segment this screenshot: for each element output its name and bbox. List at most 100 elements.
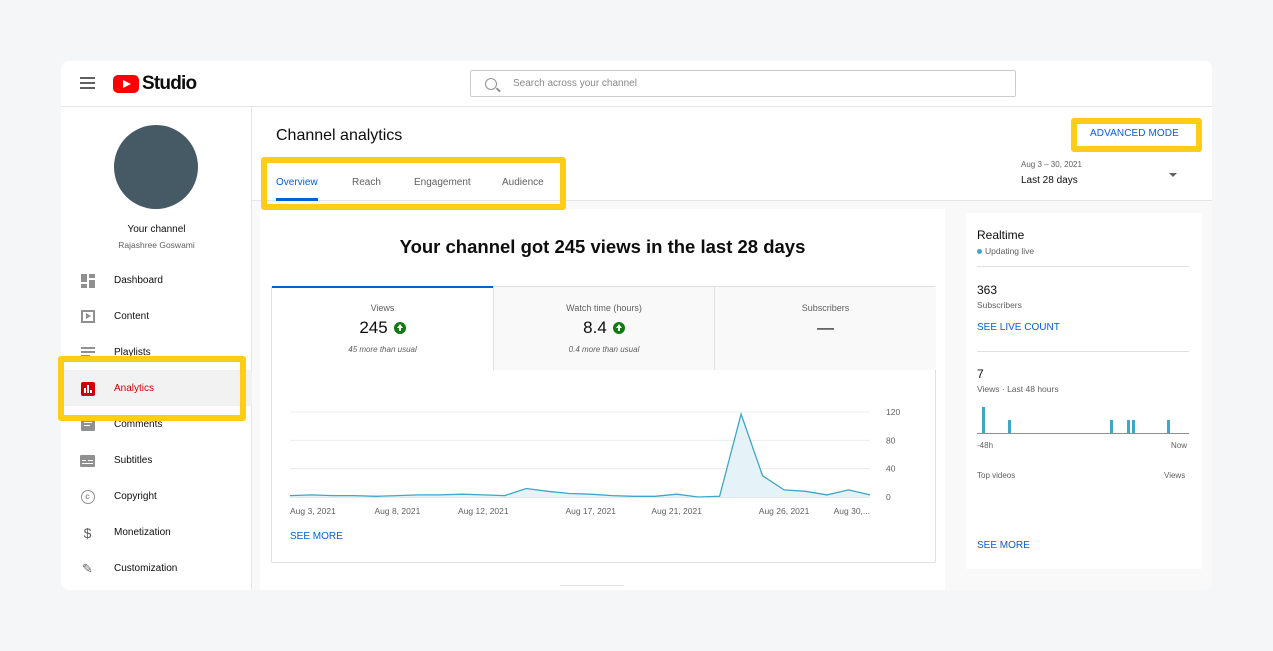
x-tick-label: Aug 26, 2021 [759, 506, 810, 516]
metric-name: Watch time (hours) [566, 303, 642, 313]
realtime-see-more-link[interactable]: SEE MORE [977, 540, 1030, 551]
live-dot-icon [977, 248, 982, 254]
y-tick-label: 0 [886, 492, 891, 502]
studio-window: Studio Your channel Rajashree Goswami Da… [61, 61, 1212, 590]
comments-icon [80, 417, 95, 432]
sidebar-item-label: Comments [114, 418, 163, 430]
metric-subscribers[interactable]: Subscribers — [714, 287, 936, 370]
sidebar-item-customization[interactable]: ✎ Customization [61, 550, 252, 586]
sidebar-item-copyright[interactable]: c Copyright [61, 478, 252, 514]
x-tick-label: Aug 17, 2021 [565, 506, 616, 516]
sidebar-item-label: Customization [114, 562, 178, 574]
realtime-status: Updating live [977, 246, 1034, 256]
scroll-indicator [560, 585, 624, 586]
studio-logo[interactable]: Studio [113, 73, 197, 95]
realtime-axis-end: Now [1171, 441, 1188, 450]
tab-reach[interactable]: Reach [352, 177, 381, 188]
sidebar-item-label: Dashboard [114, 274, 163, 286]
realtime-bar [1132, 420, 1135, 433]
top-videos-label: Top videos [977, 471, 1016, 480]
date-range-text: Aug 3 – 30, 2021 [1021, 160, 1082, 169]
dashboard-icon [80, 273, 95, 288]
x-tick-label: Aug 30,... [834, 506, 870, 516]
chart-series-line [289, 411, 871, 498]
date-range-label: Last 28 days [1021, 175, 1078, 186]
menu-icon[interactable] [80, 77, 95, 89]
channel-title: Your channel [127, 224, 186, 235]
metric-comparison: 0.4 more than usual [568, 345, 640, 354]
realtime-title: Realtime [977, 228, 1025, 242]
realtime-views-label: Views · Last 48 hours [977, 384, 1059, 394]
metric-views[interactable]: Views 245 45 more than usual [272, 286, 493, 370]
y-tick-label: 120 [886, 407, 900, 417]
metric-name: Views [370, 303, 395, 313]
see-live-count-link[interactable]: SEE LIVE COUNT [977, 322, 1060, 333]
channel-name: Rajashree Goswami [118, 240, 195, 250]
y-tick-label: 40 [886, 464, 896, 474]
sidebar-item-monetization[interactable]: $ Monetization [61, 514, 252, 550]
playlists-icon [80, 345, 95, 360]
sidebar-item-label: Analytics [114, 382, 155, 394]
copyright-icon: c [80, 489, 95, 504]
content-icon [80, 309, 95, 324]
chevron-down-icon[interactable] [1169, 173, 1177, 177]
advanced-mode-button[interactable]: ADVANCED MODE [1090, 128, 1179, 139]
sidebar-item-label: Monetization [114, 526, 171, 538]
realtime-axis-start: -48h [977, 441, 994, 450]
logo-text: Studio [142, 73, 197, 94]
overview-headline: Your channel got 245 views in the last 2… [399, 236, 806, 257]
metric-name: Subscribers [801, 303, 850, 313]
sidebar-item-comments[interactable]: Comments [61, 406, 252, 442]
realtime-bar [1127, 420, 1130, 433]
tab-audience[interactable]: Audience [502, 177, 544, 188]
active-tab-indicator [276, 198, 318, 201]
youtube-play-icon [113, 75, 139, 93]
search-box[interactable] [470, 70, 1016, 97]
realtime-live-text: Updating live [985, 246, 1035, 256]
realtime-bar [1110, 420, 1113, 433]
metrics-panel: Views 245 45 more than usual Watch time … [271, 286, 936, 563]
realtime-views-count: 7 [977, 367, 984, 381]
sidebar-item-content[interactable]: Content [61, 298, 252, 334]
x-tick-label: Aug 3, 2021 [290, 506, 336, 516]
subtitles-icon [80, 453, 95, 468]
metric-value: 8.4 [583, 318, 607, 337]
realtime-bar [1167, 420, 1170, 433]
top-bar: Studio [61, 61, 1212, 107]
analytics-header: Channel analytics ADVANCED MODE Overview… [252, 107, 1212, 201]
realtime-views-bars [977, 405, 1189, 435]
search-input[interactable] [513, 78, 993, 89]
see-more-link[interactable]: SEE MORE [290, 531, 343, 542]
search-icon[interactable] [485, 77, 497, 90]
realtime-subscribers-count: 363 [977, 283, 998, 297]
sidebar: Your channel Rajashree Goswami Dashboard… [61, 107, 252, 590]
trend-up-icon [393, 322, 406, 334]
sidebar-item-analytics[interactable]: Analytics [61, 370, 252, 406]
tab-engagement[interactable]: Engagement [414, 177, 471, 188]
top-videos-views-header: Views [1164, 471, 1186, 480]
tab-overview[interactable]: Overview [276, 177, 318, 188]
monetization-icon: $ [83, 524, 92, 541]
sidebar-item-subtitles[interactable]: Subtitles [61, 442, 252, 478]
sidebar-item-label: Copyright [114, 490, 157, 502]
sidebar-item-label: Playlists [114, 346, 151, 358]
main-area: Channel analytics ADVANCED MODE Overview… [252, 107, 1212, 590]
realtime-subscribers-label: Subscribers [977, 300, 1022, 310]
metric-watch-time[interactable]: Watch time (hours) 8.4 0.4 more than usu… [493, 287, 714, 370]
content-area: Your channel got 245 views in the last 2… [252, 201, 1212, 590]
channel-avatar[interactable] [114, 125, 198, 209]
overview-card: Your channel got 245 views in the last 2… [260, 209, 945, 590]
y-tick-label: 80 [886, 435, 896, 445]
active-metric-indicator [272, 286, 493, 288]
sidebar-item-dashboard[interactable]: Dashboard [61, 262, 252, 298]
metric-value: — [817, 318, 834, 337]
x-tick-label: Aug 21, 2021 [651, 506, 702, 516]
trend-up-icon [612, 322, 625, 334]
x-tick-label: Aug 12, 2021 [458, 506, 509, 516]
realtime-card: Realtime Updating live 363 Subscribers S… [966, 213, 1202, 569]
metric-value: 245 [359, 318, 388, 337]
customization-icon: ✎ [82, 560, 93, 576]
bars-axis [977, 433, 1189, 434]
sidebar-item-playlists[interactable]: Playlists [61, 334, 252, 370]
realtime-bar [1008, 420, 1011, 433]
